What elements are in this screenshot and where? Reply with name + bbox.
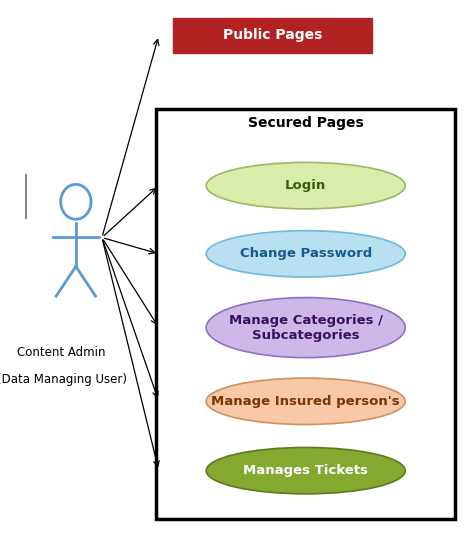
Ellipse shape — [206, 298, 405, 358]
Ellipse shape — [206, 448, 405, 494]
Text: Change Password: Change Password — [239, 247, 372, 260]
Ellipse shape — [206, 163, 405, 209]
Ellipse shape — [206, 378, 405, 425]
Text: (Data Managing User): (Data Managing User) — [0, 373, 127, 386]
Text: Manages Tickets: Manages Tickets — [243, 464, 368, 477]
Text: Manage Categories /
Subcategories: Manage Categories / Subcategories — [229, 313, 383, 342]
Bar — [156, 109, 455, 519]
Text: Content Admin: Content Admin — [18, 346, 106, 359]
Text: Manage Insured person's: Manage Insured person's — [211, 395, 400, 408]
Text: Secured Pages: Secured Pages — [248, 116, 364, 130]
Text: Public Pages: Public Pages — [223, 28, 322, 43]
Text: Login: Login — [285, 179, 327, 192]
Bar — [173, 17, 372, 53]
Ellipse shape — [206, 230, 405, 277]
